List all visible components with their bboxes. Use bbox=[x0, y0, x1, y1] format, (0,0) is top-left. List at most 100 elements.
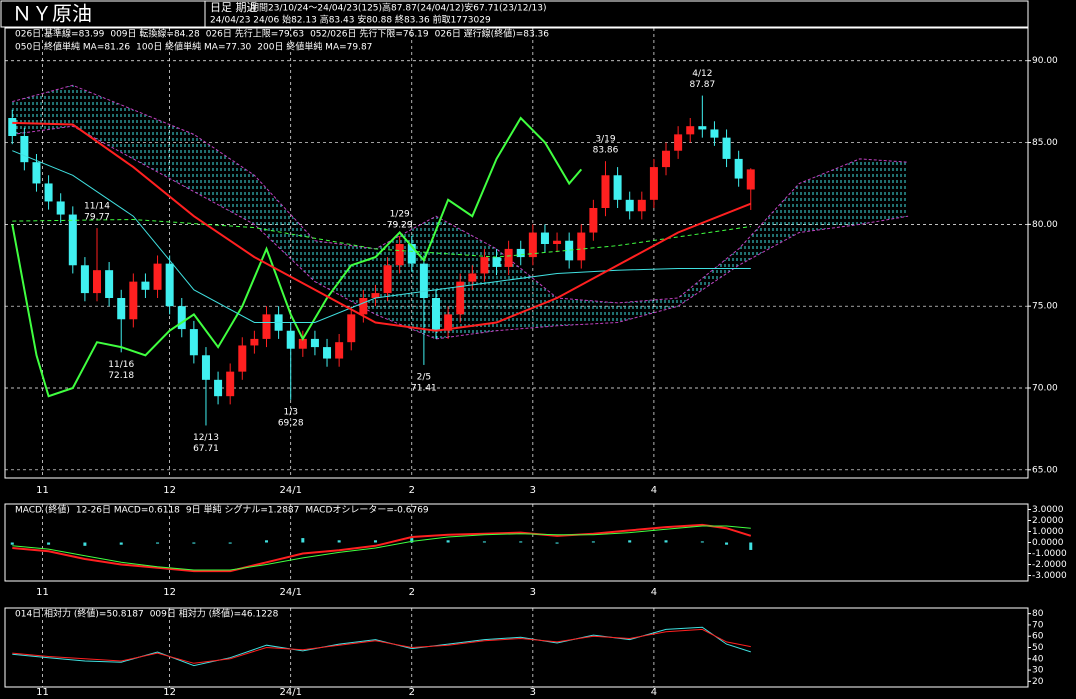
annotation-price: 79.77 bbox=[84, 213, 110, 223]
y-tick-label: 0.0000 bbox=[1032, 538, 1064, 548]
candle-body bbox=[431, 298, 440, 331]
candle-body bbox=[565, 240, 574, 261]
annotation-date: 1/29 bbox=[390, 209, 410, 219]
info-box bbox=[204, 0, 1029, 28]
x-tick-label: 11 bbox=[36, 687, 49, 698]
oscillator-bar bbox=[156, 542, 160, 544]
candle-body bbox=[262, 314, 271, 339]
candle-body bbox=[129, 281, 138, 320]
cloud-edge bbox=[12, 84, 909, 304]
x-tick-label: 11 bbox=[36, 485, 49, 496]
candle-body bbox=[153, 263, 162, 290]
x-tick-label: 4 bbox=[651, 587, 657, 598]
oscillator-bar bbox=[446, 540, 450, 543]
y-tick-label: 60 bbox=[1032, 632, 1044, 642]
candle-body bbox=[746, 169, 755, 190]
oscillator-bar bbox=[373, 540, 377, 543]
x-tick-label: 3 bbox=[530, 587, 536, 598]
candle-body bbox=[722, 137, 731, 159]
oscillator-bar bbox=[228, 542, 232, 544]
annotation-price: 83.86 bbox=[593, 146, 619, 156]
legend-entry: 026日 先行上限=79.63 bbox=[206, 28, 304, 40]
candle-body bbox=[734, 158, 743, 179]
legend-entry: 12-26日 MACD=0.6118 bbox=[76, 505, 180, 516]
oscillator-bar bbox=[591, 541, 595, 543]
y-tick-label: 50 bbox=[1032, 643, 1044, 653]
y-tick-label: -3.0000 bbox=[1032, 571, 1067, 581]
legend-entry: 026日 遅行線(終値)=83.36 bbox=[435, 28, 550, 40]
candle-body bbox=[359, 298, 368, 315]
candle-body bbox=[105, 270, 114, 298]
x-tick-label: 12 bbox=[163, 587, 176, 598]
candle-body bbox=[238, 345, 247, 372]
candle-body bbox=[480, 257, 489, 274]
indicator-line bbox=[12, 218, 751, 258]
price-info: 24/04/23 24/06 始82.13 高83.43 安80.88 終83.… bbox=[210, 14, 491, 26]
y-tick-label: 3.0000 bbox=[1032, 505, 1064, 515]
y-tick-label: 2.0000 bbox=[1032, 516, 1064, 526]
y-tick-label: 40 bbox=[1032, 654, 1044, 664]
candle-body bbox=[504, 248, 513, 267]
period-type: 日足 期近 bbox=[210, 1, 258, 14]
legend-entry: 014日 相対力 (終値)=50.8187 bbox=[15, 608, 144, 620]
x-tick-label: 11 bbox=[36, 587, 49, 598]
candle-body bbox=[165, 263, 174, 307]
legend-entry: 052/026日 先行下限=76.19 bbox=[310, 28, 429, 40]
cloud-edge bbox=[12, 125, 909, 340]
candle-body bbox=[286, 330, 295, 349]
candle-body bbox=[20, 136, 29, 163]
rsi-line bbox=[12, 628, 751, 664]
candle-body bbox=[56, 201, 65, 215]
y-tick-label: 75.00 bbox=[1032, 302, 1058, 312]
candle-body bbox=[674, 134, 683, 151]
candle-body bbox=[407, 244, 416, 264]
x-tick-label: 3 bbox=[530, 687, 536, 698]
annotation-price: 67.71 bbox=[193, 444, 219, 454]
title: ＮＹ原油 bbox=[12, 2, 92, 26]
x-tick-label: 4 bbox=[651, 485, 657, 496]
indicator-line bbox=[11, 116, 583, 398]
candle-body bbox=[444, 314, 453, 331]
candle-body bbox=[613, 175, 622, 200]
oscillator-bar bbox=[337, 540, 341, 543]
y-tick-label: 70.00 bbox=[1032, 384, 1058, 394]
oscillator-bar bbox=[725, 542, 729, 545]
y-tick-label: -1.0000 bbox=[1032, 549, 1067, 559]
oscillator-bar bbox=[749, 542, 753, 550]
candle-body bbox=[395, 244, 404, 266]
y-tick-label: 90.00 bbox=[1032, 56, 1058, 66]
candle-body bbox=[492, 257, 501, 267]
legend-entry: MACD (終値) bbox=[15, 504, 70, 516]
legend-entry: 009日 相対力 (終値)=46.1228 bbox=[150, 608, 279, 620]
annotation-price: 87.87 bbox=[689, 80, 715, 90]
macd-line bbox=[12, 525, 751, 571]
period-info: 期間23/10/24～24/04/23(125)高87.87(24/04/12)… bbox=[250, 2, 546, 14]
indicator-line bbox=[12, 121, 752, 332]
candle-body bbox=[456, 281, 465, 315]
candle-body bbox=[637, 199, 646, 212]
candle-body bbox=[347, 314, 356, 343]
panel-frame bbox=[4, 27, 1029, 479]
y-tick-label: 30 bbox=[1032, 666, 1044, 676]
x-tick-label: 24/1 bbox=[279, 485, 301, 496]
candle-body bbox=[177, 306, 186, 330]
candle-body bbox=[686, 126, 695, 135]
candle-body bbox=[117, 298, 126, 320]
x-tick-label: 2 bbox=[409, 687, 415, 698]
oscillator-bar bbox=[410, 538, 414, 543]
candle-body bbox=[323, 347, 332, 359]
y-tick-label: 70 bbox=[1032, 620, 1044, 630]
y-tick-label: 1.0000 bbox=[1032, 527, 1064, 537]
annotation-date: 2/5 bbox=[417, 372, 431, 382]
candle-body bbox=[250, 338, 259, 346]
annotation-date: 1/3 bbox=[283, 407, 297, 417]
x-tick-label: 12 bbox=[163, 687, 176, 698]
annotation-date: 12/13 bbox=[193, 433, 219, 443]
oscillator-bar bbox=[119, 542, 123, 545]
candle-body bbox=[93, 270, 102, 294]
x-tick-label: 12 bbox=[163, 485, 176, 496]
legend-entry: MACDオシレーター=-0.6769 bbox=[305, 505, 429, 516]
candle-body bbox=[601, 175, 610, 208]
